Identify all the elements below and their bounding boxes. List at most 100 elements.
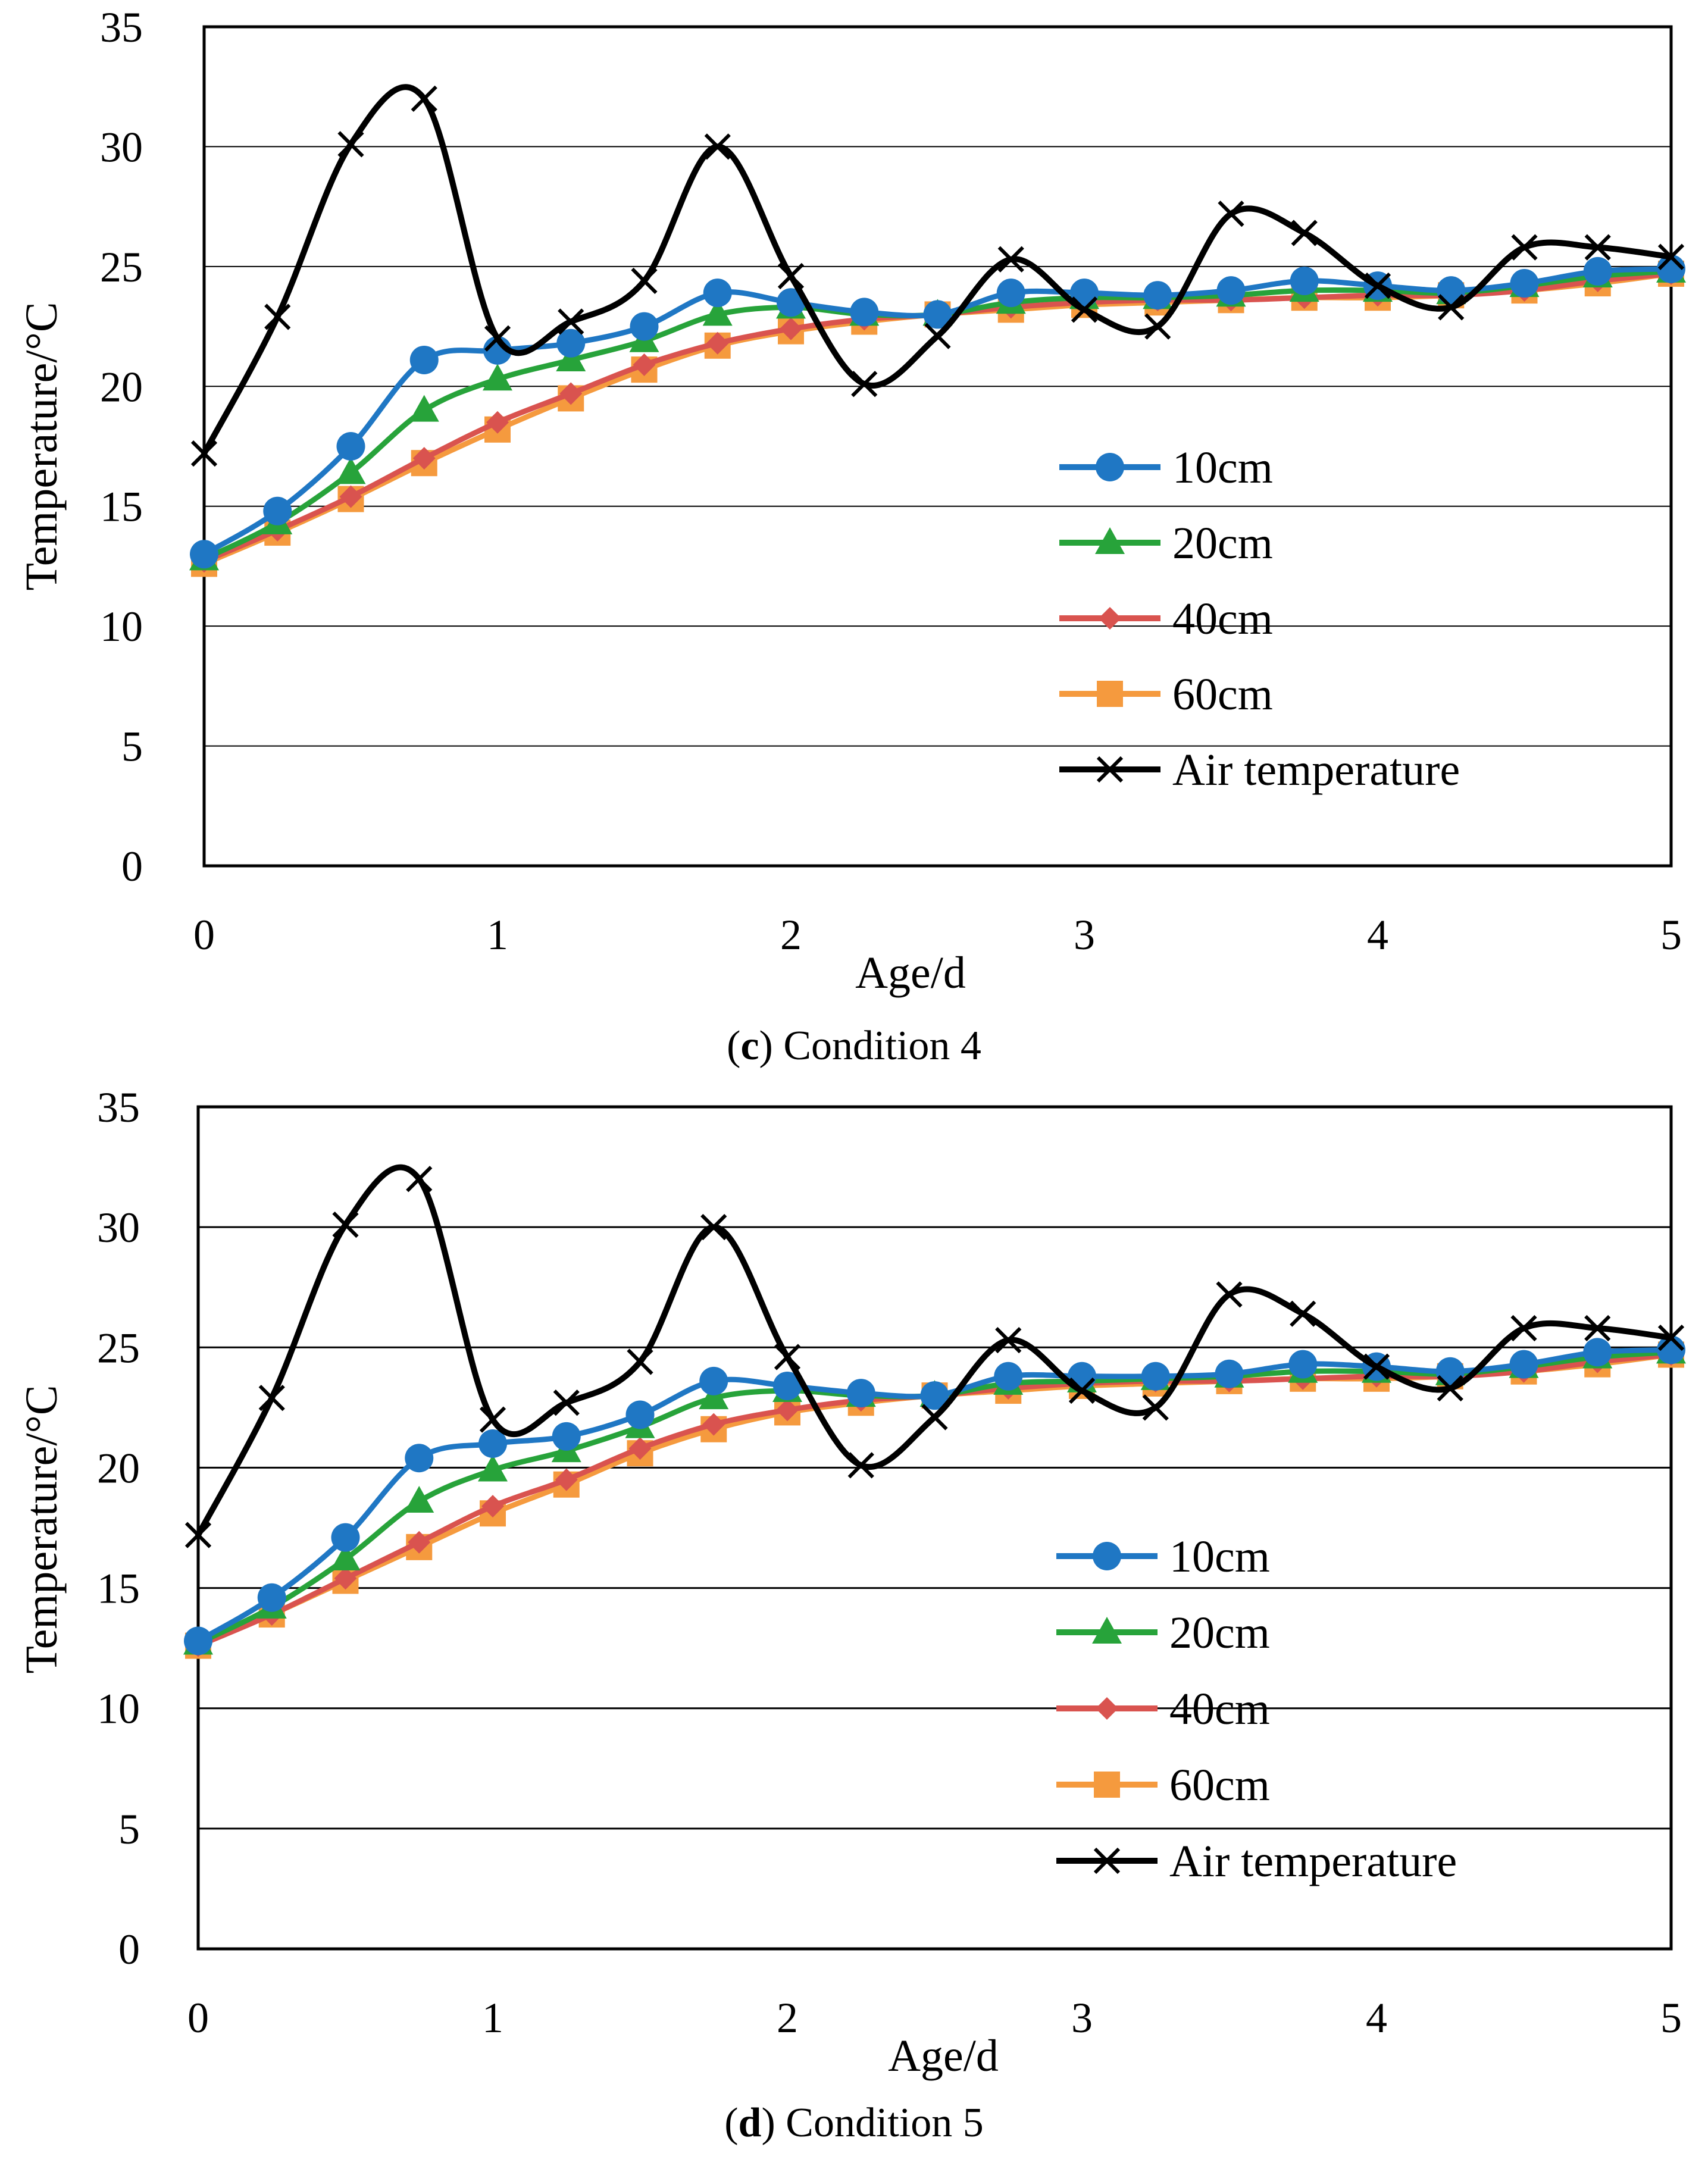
legend-label: 10cm	[1172, 443, 1273, 493]
data-point	[850, 298, 879, 327]
data-point	[1584, 1315, 1611, 1342]
chart-c-y-axis-title: Temperature/°C	[17, 302, 67, 590]
legend-marker	[1099, 607, 1121, 630]
x-tick-label: 2	[780, 911, 802, 959]
legend-marker	[1095, 527, 1125, 554]
data-point	[994, 1362, 1023, 1391]
data-point	[630, 312, 659, 341]
data-point	[479, 1406, 506, 1433]
data-point	[1437, 1375, 1463, 1402]
chart-d-x-axis-title: Age/d	[888, 2031, 999, 2081]
data-point	[1071, 296, 1098, 323]
chart-d-legend: 10cm 20cm 40cm 60cm Air temperature	[1056, 1532, 1457, 1886]
data-point	[406, 1166, 433, 1193]
data-point	[923, 300, 952, 329]
legend-label: Air temperature	[1169, 1836, 1457, 1886]
y-tick-label: 20	[100, 363, 143, 411]
legend-item: 60cm	[1056, 1760, 1270, 1810]
y-tick-label: 20	[97, 1444, 140, 1492]
data-point	[780, 317, 802, 340]
chart-d-svg: 0 1 2 3 4 5 0 5 10 15 20 25 30 35 Age/d Temperature/…	[17, 1086, 1686, 2146]
series-10cm	[190, 254, 1685, 569]
chart-c-x-ticks: 0 1 2 3 4 5	[193, 911, 1682, 959]
legend-marker	[1092, 1617, 1122, 1644]
legend-item: Air temperature	[1056, 1836, 1457, 1886]
legend-label: 60cm	[1169, 1760, 1270, 1810]
series-air-temperature	[184, 1164, 1685, 1548]
data-point	[706, 331, 729, 355]
data-point	[264, 303, 291, 330]
chart-d-y-ticks: 0 5 10 15 20 25 30 35	[97, 1086, 140, 1973]
series-10cm	[184, 1335, 1685, 1655]
data-point	[339, 485, 362, 508]
legend-marker	[1093, 1542, 1121, 1570]
data-point	[184, 1626, 212, 1655]
data-point	[257, 1583, 286, 1612]
legend-label: 10cm	[1169, 1532, 1270, 1582]
data-point	[405, 1444, 434, 1473]
legend-item: 40cm	[1059, 594, 1273, 644]
data-point	[625, 1400, 655, 1429]
x-tick-label: 3	[1071, 1994, 1093, 2042]
data-point	[777, 288, 805, 317]
legend-marker	[1093, 1847, 1121, 1874]
chart-d-series	[183, 1164, 1686, 1659]
chart-d-caption: (d) Condition 5	[724, 2100, 984, 2146]
data-point	[1363, 1353, 1390, 1380]
x-tick-label: 3	[1074, 911, 1095, 959]
data-point	[774, 1344, 801, 1370]
chart-c-plot-frame	[202, 25, 1673, 868]
chart-d-grid	[198, 1226, 1671, 1830]
legend-item: 10cm	[1059, 443, 1273, 493]
data-point	[336, 432, 365, 461]
data-point	[411, 85, 437, 112]
data-point	[1144, 313, 1171, 340]
data-point	[478, 1454, 508, 1482]
data-point	[1510, 269, 1539, 298]
data-point	[846, 1379, 875, 1408]
x-tick-label: 4	[1367, 911, 1388, 959]
chart-c-grid	[204, 146, 1671, 747]
data-point	[1583, 256, 1612, 286]
data-point	[1215, 1359, 1244, 1388]
y-tick-label: 15	[100, 483, 143, 531]
legend-label: 20cm	[1169, 1608, 1270, 1658]
data-point	[703, 278, 732, 308]
data-point	[924, 323, 951, 349]
data-point	[1290, 267, 1319, 296]
chart-d-caption-text: Condition 5	[775, 2100, 984, 2146]
data-point	[190, 440, 218, 467]
x-tick-label: 0	[193, 911, 215, 959]
data-point	[627, 1348, 653, 1375]
series-air-temperature	[190, 84, 1685, 467]
legend-item: Air temperature	[1059, 745, 1460, 795]
legend-marker	[1094, 1772, 1120, 1798]
data-point	[776, 1398, 799, 1422]
y-tick-label: 35	[100, 4, 143, 51]
legend-label: 20cm	[1172, 518, 1273, 568]
data-point	[552, 1422, 581, 1451]
data-point	[409, 395, 439, 422]
data-point	[263, 496, 292, 525]
data-point	[702, 1413, 725, 1436]
data-point	[996, 278, 1025, 308]
chart-d-x-ticks: 0 1 2 3 4 5	[187, 1994, 1682, 2042]
data-point	[1364, 272, 1391, 299]
y-tick-label: 25	[100, 243, 143, 291]
legend-marker	[1096, 1697, 1118, 1720]
x-tick-label: 2	[777, 1994, 798, 2042]
chart-c-y-ticks: 0 5 10 15 20 25 30 35	[100, 4, 143, 890]
data-point	[337, 131, 364, 158]
data-point	[330, 1544, 361, 1571]
data-point	[483, 364, 512, 391]
data-point	[1216, 276, 1246, 305]
data-point	[633, 353, 656, 377]
data-point	[553, 1389, 580, 1416]
x-tick-label: 1	[482, 1994, 503, 2042]
legend-label: 40cm	[1172, 594, 1273, 644]
legend-label: Air temperature	[1172, 745, 1460, 795]
data-point	[478, 1429, 507, 1458]
data-point	[847, 1452, 874, 1479]
chart-panel-d: 0 1 2 3 4 5 0 5 10 15 20 25 30 35 Age/d Temperature/…	[0, 1086, 1708, 2172]
data-point	[1141, 1362, 1170, 1391]
